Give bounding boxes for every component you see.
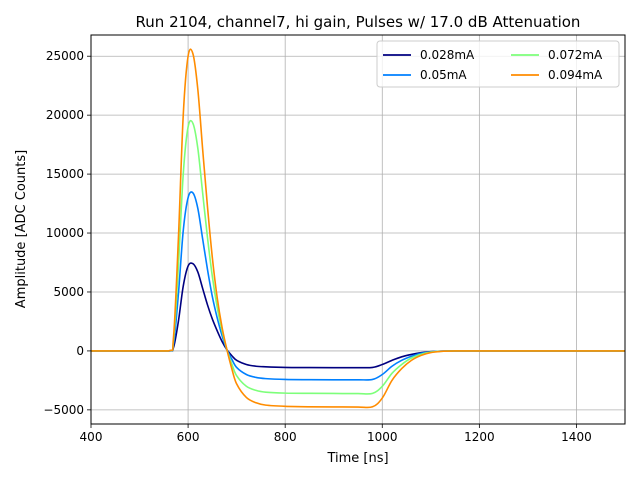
y-tick-label: 15000 <box>46 167 84 181</box>
legend-label: 0.072mA <box>548 48 603 62</box>
x-tick-label: 800 <box>274 430 297 444</box>
x-tick-label: 400 <box>80 430 103 444</box>
legend-label: 0.094mA <box>548 68 603 82</box>
legend-box <box>376 40 620 88</box>
x-axis-label: Time [ns] <box>326 451 388 466</box>
x-tick-label: 1400 <box>561 430 592 444</box>
x-tick-label: 600 <box>177 430 200 444</box>
grid <box>90 35 625 424</box>
y-tick-label: 20000 <box>46 108 84 122</box>
plot-frame <box>90 34 626 425</box>
series-line-0.094mA <box>91 48 625 409</box>
y-tick-label: 25000 <box>46 49 84 63</box>
series-lines <box>91 48 625 409</box>
y-tick-label: 5000 <box>53 285 84 299</box>
y-axis-label: Amplitude [ADC Counts] <box>14 150 29 308</box>
y-tick-label: −5000 <box>43 403 84 417</box>
chart-title: Run 2104, channel7, hi gain, Pulses w/ 1… <box>136 13 581 31</box>
x-tick-label: 1000 <box>367 430 398 444</box>
y-tick-label: 10000 <box>46 226 84 240</box>
legend-label: 0.05mA <box>420 68 467 82</box>
legend: 0.028mA 0.05mA 0.072mA 0.094mA <box>376 40 620 88</box>
legend-label: 0.028mA <box>420 48 475 62</box>
axis-ticks: 400 600 800 1000 1200 1400 −5000 0 5000 10000 1500… <box>43 49 591 444</box>
y-tick-label: 0 <box>76 344 84 358</box>
x-tick-label: 1200 <box>464 430 495 444</box>
